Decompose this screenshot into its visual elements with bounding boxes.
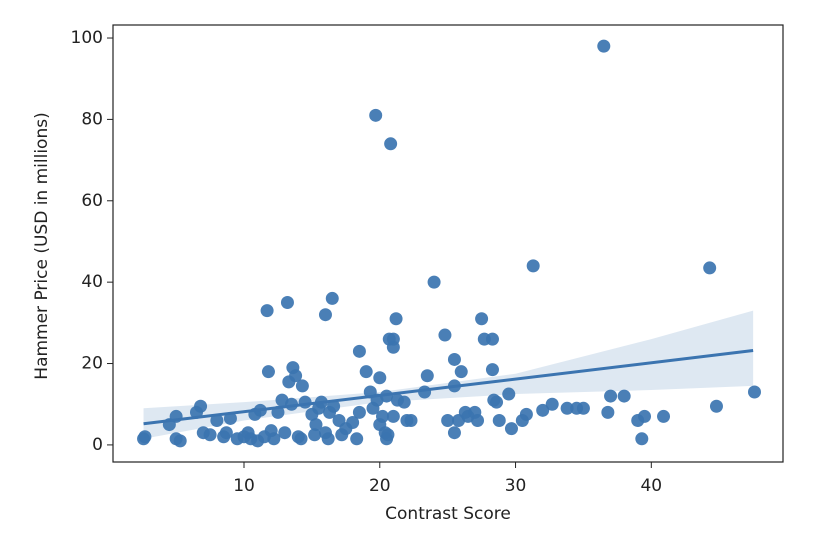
point — [308, 428, 322, 442]
point — [447, 352, 461, 366]
point — [438, 328, 452, 342]
point — [325, 291, 339, 305]
point — [369, 108, 383, 122]
point — [597, 39, 611, 53]
point — [601, 405, 615, 419]
point — [267, 432, 281, 446]
point — [404, 413, 418, 427]
point — [454, 365, 468, 379]
point — [485, 332, 499, 346]
point — [397, 395, 411, 409]
point — [261, 365, 275, 379]
point — [260, 304, 274, 318]
regression-line — [143, 349, 754, 426]
x-axis-label: Contrast Score — [385, 504, 511, 524]
point — [173, 434, 187, 448]
point — [386, 409, 400, 423]
y-tick-label: 80 — [81, 109, 103, 129]
point — [346, 416, 360, 430]
y-axis-label: Hammer Price (USD in millions) — [32, 112, 52, 379]
y-tick-label: 100 — [71, 28, 103, 48]
x-tick-label: 40 — [640, 476, 662, 496]
point — [386, 332, 400, 346]
point — [657, 409, 671, 423]
point — [545, 397, 559, 411]
point — [560, 401, 574, 415]
point — [352, 405, 366, 419]
point — [617, 389, 631, 403]
y-tick-label: 0 — [92, 435, 103, 455]
point — [475, 312, 489, 326]
point — [447, 426, 461, 440]
point — [295, 379, 309, 393]
point — [375, 409, 389, 423]
point — [576, 401, 590, 415]
y-tick-label: 20 — [81, 354, 103, 374]
point — [359, 365, 373, 379]
point — [309, 418, 323, 432]
point — [502, 387, 516, 401]
point — [203, 428, 217, 442]
point — [427, 275, 441, 289]
point — [350, 432, 364, 446]
point — [298, 395, 312, 409]
point — [294, 432, 308, 446]
point — [373, 371, 387, 385]
point — [471, 413, 485, 427]
point — [318, 308, 332, 322]
point — [485, 363, 499, 377]
point — [321, 432, 335, 446]
point — [194, 399, 208, 413]
y-tick-label: 60 — [81, 191, 103, 211]
y-tick-label: 40 — [81, 272, 103, 292]
point — [219, 426, 233, 440]
point — [389, 312, 403, 326]
x-tick-label: 30 — [505, 476, 527, 496]
point — [709, 399, 723, 413]
point — [703, 261, 717, 275]
point — [420, 369, 434, 383]
point — [747, 385, 761, 399]
point — [519, 407, 533, 421]
point — [381, 428, 395, 442]
point — [638, 409, 652, 423]
point — [635, 432, 649, 446]
point — [289, 369, 303, 383]
point — [504, 422, 518, 436]
point — [138, 430, 152, 444]
point — [536, 403, 550, 417]
x-tick-label: 10 — [233, 476, 255, 496]
point — [526, 259, 540, 273]
point — [441, 413, 455, 427]
point — [490, 395, 504, 409]
x-tick-label: 20 — [369, 476, 391, 496]
point — [352, 344, 366, 358]
point — [327, 399, 341, 413]
point — [384, 137, 398, 151]
point — [210, 413, 224, 427]
plot-frame — [112, 24, 784, 463]
point — [492, 413, 506, 427]
point — [280, 295, 294, 309]
point — [604, 389, 618, 403]
point — [278, 426, 292, 440]
